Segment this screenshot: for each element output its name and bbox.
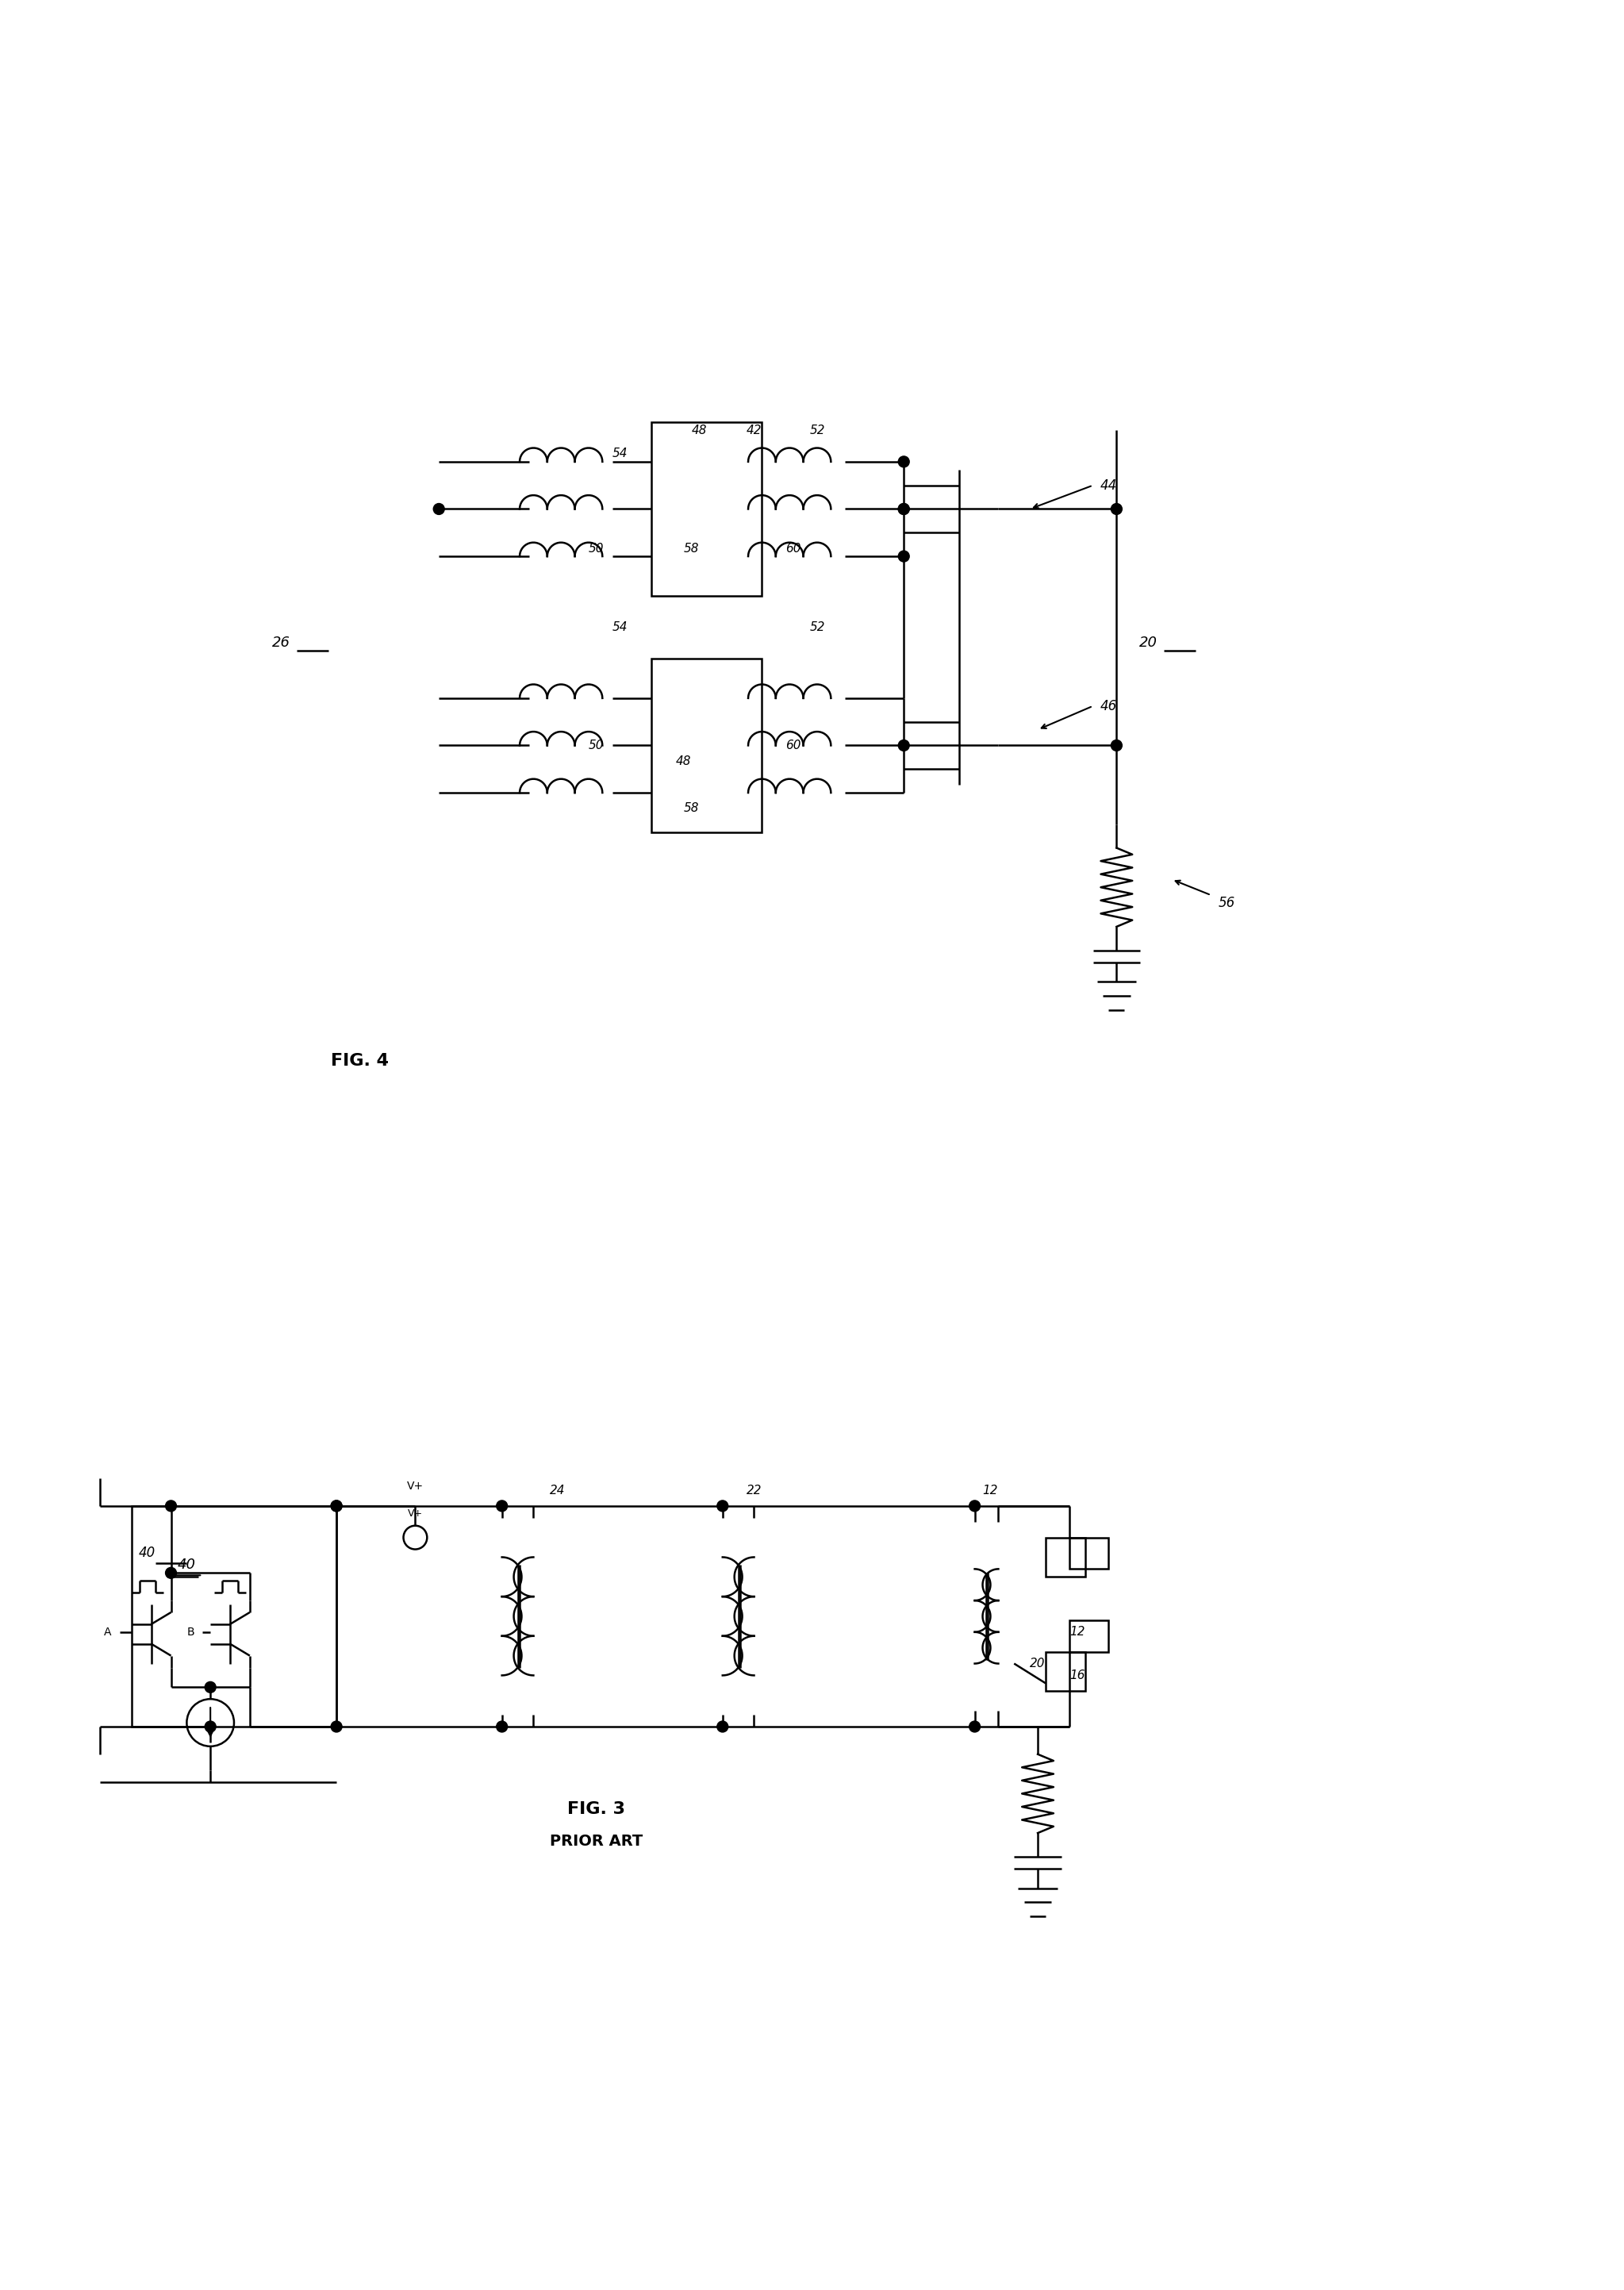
Circle shape [1111, 740, 1122, 751]
Bar [651, 421, 762, 595]
Text: A: A [104, 1626, 112, 1637]
Text: 12: 12 [1069, 1626, 1085, 1637]
Text: 60: 60 [786, 543, 801, 554]
Text: 50: 50 [590, 740, 604, 751]
Circle shape [166, 1566, 177, 1578]
Bar [1046, 1651, 1085, 1690]
Circle shape [898, 552, 909, 561]
Text: 40: 40 [177, 1557, 197, 1573]
Bar [132, 1507, 336, 1727]
Text: FIG. 4: FIG. 4 [331, 1053, 390, 1069]
Text: 42: 42 [747, 424, 762, 435]
Circle shape [970, 1722, 981, 1731]
Circle shape [898, 456, 909, 467]
Circle shape [166, 1500, 177, 1511]
Text: 54: 54 [612, 621, 628, 632]
Circle shape [331, 1722, 343, 1731]
Circle shape [898, 504, 909, 515]
Text: 48: 48 [692, 424, 706, 435]
Text: 54: 54 [612, 449, 628, 460]
Circle shape [1111, 504, 1122, 515]
Bar [1046, 1537, 1085, 1578]
Bar [651, 660, 762, 831]
Text: PRIOR ART: PRIOR ART [551, 1834, 643, 1848]
Bar [1069, 1537, 1109, 1569]
Bar [1069, 1621, 1109, 1651]
Circle shape [497, 1500, 507, 1511]
Text: 12: 12 [983, 1484, 999, 1495]
Text: 26: 26 [273, 637, 291, 650]
Text: 16: 16 [1069, 1669, 1085, 1681]
Text: 20: 20 [1138, 637, 1158, 650]
Text: 40: 40 [140, 1546, 156, 1559]
Circle shape [205, 1722, 216, 1731]
Text: 58: 58 [684, 802, 698, 815]
Text: FIG. 3: FIG. 3 [567, 1802, 625, 1818]
Circle shape [970, 1500, 981, 1511]
Text: 56: 56 [1218, 895, 1236, 909]
Circle shape [331, 1500, 343, 1511]
Text: 46: 46 [1099, 698, 1117, 712]
Circle shape [898, 740, 909, 751]
Text: 44: 44 [1099, 479, 1117, 492]
Circle shape [718, 1500, 728, 1511]
Text: 52: 52 [809, 424, 825, 435]
Circle shape [331, 1500, 343, 1511]
Text: 58: 58 [684, 543, 698, 554]
Text: 48: 48 [676, 756, 690, 767]
Text: 20: 20 [1030, 1658, 1046, 1669]
Text: 52: 52 [809, 621, 825, 632]
Circle shape [205, 1681, 216, 1692]
Text: 24: 24 [549, 1484, 565, 1495]
Circle shape [718, 1722, 728, 1731]
Text: 50: 50 [590, 543, 604, 554]
Circle shape [497, 1722, 507, 1731]
Circle shape [898, 504, 909, 515]
Text: 22: 22 [747, 1484, 762, 1495]
Text: V+: V+ [408, 1482, 424, 1491]
Text: 60: 60 [786, 740, 801, 751]
Text: V+: V+ [408, 1509, 422, 1518]
Circle shape [434, 504, 445, 515]
Text: B: B [187, 1626, 195, 1637]
